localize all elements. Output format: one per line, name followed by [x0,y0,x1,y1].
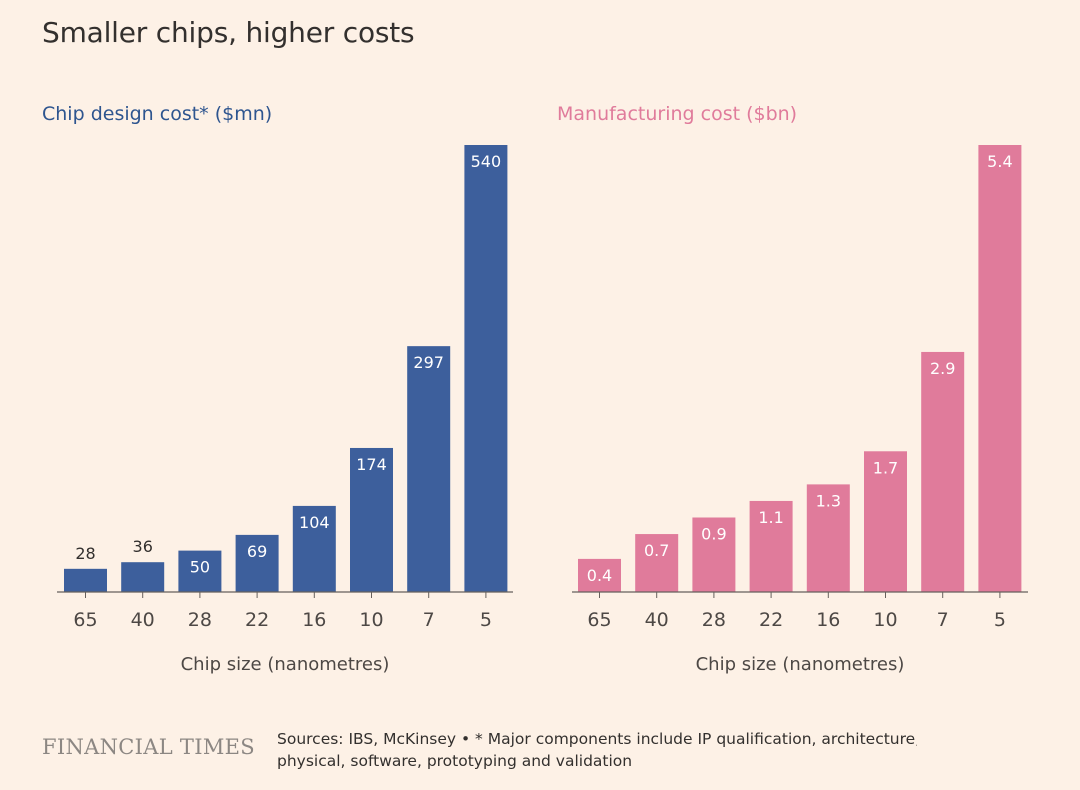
bar-16 [292,505,336,592]
data-label: 28 [75,544,95,563]
data-label: 0.9 [701,525,726,544]
chart-panel-manufacturing-cost: Manufacturing cost ($bn) 0.4 65 0.7 40 0.9 28 1… [557,103,1028,675]
bar-28 [178,550,222,592]
data-label: 0.4 [587,566,612,585]
x-tick-label: 5 [994,609,1006,631]
x-tick-label: 28 [188,609,212,631]
data-label: 174 [356,455,387,474]
ft-logo: FINANCIAL TIMES [42,735,255,759]
chart-title: Manufacturing cost ($bn) [557,103,797,125]
x-tick-label: 16 [302,609,326,631]
x-tick-label: 65 [587,609,611,631]
page-title: Smaller chips, higher costs [42,16,415,49]
bar-65 [578,558,621,592]
x-tick-label: 7 [423,609,435,631]
bar-5 [464,145,508,592]
x-tick-label: 40 [131,609,155,631]
data-label: 1.7 [873,458,898,477]
data-label: 104 [299,513,330,532]
chart-title: Chip design cost* ($mn) [42,103,272,125]
data-label: 2.9 [930,359,955,378]
bar-40 [121,562,165,592]
x-tick-label: 65 [73,609,97,631]
bar-7 [407,346,451,592]
bar-40 [635,534,679,592]
x-tick-label: 7 [937,609,949,631]
x-tick-label: 10 [359,609,383,631]
x-tick-label: 5 [480,609,492,631]
charts-svg: Chip design cost* ($mn) 28 65 36 40 50 28 69 22 1… [42,103,1028,675]
bar-22 [235,534,279,592]
bar-7 [921,351,965,592]
footer-note-line-2: physical, software, prototyping and vali… [277,752,633,770]
data-label: 1.1 [758,508,783,527]
footer-note-line-1: Sources: IBS, McKinsey • * Major compone… [277,730,917,748]
bar-5 [978,145,1022,592]
bar-10 [350,447,393,592]
chart-panel-design-cost: Chip design cost* ($mn) 28 65 36 40 50 28 69 22 1… [42,103,513,675]
x-tick-label: 40 [645,609,669,631]
data-label: 540 [471,152,502,171]
x-tick-label: 28 [702,609,726,631]
bar-22 [749,500,793,592]
bar-28 [692,517,736,592]
bar-10 [864,451,907,592]
data-label: 0.7 [644,541,669,560]
data-label: 50 [190,558,210,577]
x-tick-label: 16 [816,609,840,631]
x-axis-label: Chip size (nanometres) [181,654,390,675]
x-tick-label: 10 [873,609,897,631]
data-label: 1.3 [816,491,841,510]
footer-note: Sources: IBS, McKinsey • * Major compone… [277,728,917,772]
bar-16 [806,484,850,592]
x-axis-label: Chip size (nanometres) [696,654,905,675]
bar-65 [64,568,107,592]
data-label: 36 [133,537,153,556]
x-tick-label: 22 [245,609,269,631]
data-label: 5.4 [987,152,1012,171]
x-tick-label: 22 [759,609,783,631]
data-label: 69 [247,542,267,561]
data-label: 297 [413,353,444,372]
